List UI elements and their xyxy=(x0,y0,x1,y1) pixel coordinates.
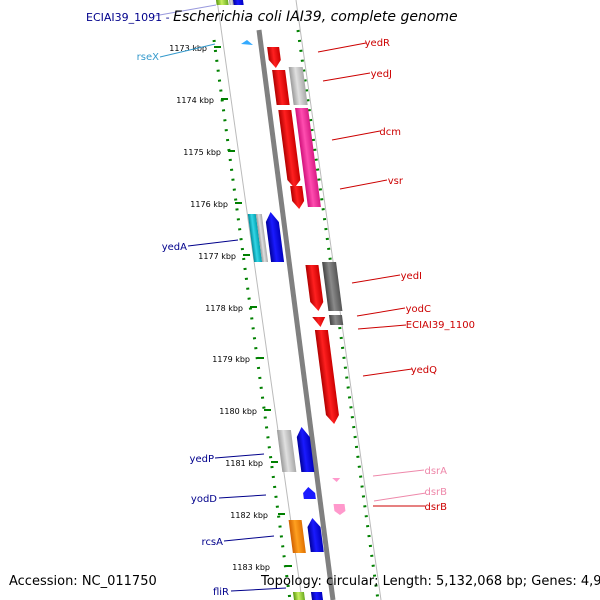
gene-arrow-yedq[interactable] xyxy=(314,330,340,424)
gene-arrow-dsra[interactable] xyxy=(332,478,341,482)
gene-arrow-dcm[interactable] xyxy=(278,110,301,188)
gene-arrow-gray[interactable] xyxy=(276,430,297,472)
gene-arrow-yeda[interactable] xyxy=(265,212,285,262)
genome-title: Escherichia coli IAI39, complete genome xyxy=(173,9,458,25)
map-header: ECIAI39_1091 - Escherichia coli IAI39, c… xyxy=(86,9,458,25)
lane-outline-left xyxy=(216,0,303,600)
gene-label-eciai39-1100[interactable]: ECIAI39_1100 xyxy=(406,320,475,331)
gene-label-yodc[interactable]: yodC xyxy=(406,304,431,315)
genome-summary-text: Topology: circular; Length: 5,132,068 bp… xyxy=(261,574,600,589)
gene-arrow-yedr[interactable] xyxy=(267,47,282,68)
gene-arrow[interactable] xyxy=(233,0,244,5)
gene-arrow-yodc[interactable] xyxy=(322,262,343,311)
gene-label-yodd[interactable]: yodD xyxy=(191,494,217,505)
gene-arrow-gray[interactable] xyxy=(288,67,308,105)
ruler-tick-label: 1178 kbp xyxy=(205,304,243,313)
gene-arrow-yedj[interactable] xyxy=(272,70,290,105)
gene-label-dsrb[interactable]: dsrB xyxy=(424,502,447,513)
gene-label-rcsa[interactable]: rcsA xyxy=(202,537,224,548)
ruler-tick-label: 1182 kbp xyxy=(230,511,268,520)
left-labels: rseX yedA yedP yodD rcsA fliR xyxy=(137,52,229,598)
gene-label-yedp[interactable]: yedP xyxy=(190,454,214,465)
ruler-tick-label: 1174 kbp xyxy=(176,96,214,105)
ruler-tick-label: 1179 kbp xyxy=(212,355,250,364)
gene-label-yedi[interactable]: yedI xyxy=(401,271,422,282)
gene-label-yedj[interactable]: yedJ xyxy=(371,69,392,80)
ruler-ticks: 1173 kbp 1174 kbp 1175 kbp 1176 kbp 1177… xyxy=(169,44,292,572)
gene-arrow-yedp[interactable] xyxy=(296,427,315,472)
gene-arrow-yodd[interactable] xyxy=(302,487,316,499)
gene-arrow-flir[interactable] xyxy=(292,592,305,600)
gene-label-dcm[interactable]: dcm xyxy=(379,127,401,138)
gene-arrow-eciai39-1100[interactable] xyxy=(328,315,344,325)
gene-arrow-gray[interactable] xyxy=(255,214,269,262)
gene-arrow-pink[interactable] xyxy=(295,108,321,207)
accession-text: Accession: NC_011750 xyxy=(9,574,157,589)
ruler-dotted-left xyxy=(212,39,292,600)
ruler-tick-label: 1177 kbp xyxy=(198,252,236,261)
gene-arrow[interactable] xyxy=(216,0,229,5)
gene-arrow-blue[interactable] xyxy=(306,518,324,552)
ruler-tick-label: 1176 kbp xyxy=(190,200,228,209)
gene-label-yedr[interactable]: yedR xyxy=(365,38,390,49)
gene-arrow-cyan[interactable] xyxy=(247,214,263,262)
left-leaders xyxy=(153,4,287,592)
gene-arrow-blue[interactable] xyxy=(310,592,323,600)
gene-label-dsrb-pink[interactable]: dsrB xyxy=(424,487,447,498)
gene-arrow-small[interactable] xyxy=(312,317,326,327)
gene-label-vsr[interactable]: vsr xyxy=(388,176,404,187)
gene-label-yedq[interactable]: yedQ xyxy=(411,365,437,376)
gene-label-rsex[interactable]: rseX xyxy=(137,52,159,63)
gene-arrow-vsr[interactable] xyxy=(290,186,305,209)
right-leaders xyxy=(317,42,427,507)
header-separator: - xyxy=(162,11,174,24)
gene-label-yeda[interactable]: yedA xyxy=(162,242,187,253)
genome-backbone xyxy=(256,29,336,600)
gene-arrow-yedi[interactable] xyxy=(305,265,324,311)
ruler-tick-label: 1180 kbp xyxy=(219,407,257,416)
gene-features xyxy=(216,0,346,600)
ruler-tick-label: 1183 kbp xyxy=(232,563,270,572)
gene-label-flir[interactable]: fliR xyxy=(213,587,229,598)
ruler-tick-label: 1181 kbp xyxy=(225,459,263,468)
gene-label-dsra[interactable]: dsrA xyxy=(424,466,447,477)
header-locus-id[interactable]: ECIAI39_1091 xyxy=(86,11,163,24)
gene-arrow-rsex[interactable] xyxy=(241,40,253,45)
right-labels: yedR yedJ dcm vsr yedI yodC ECIAI39_1100… xyxy=(365,38,475,513)
gene-arrow-dsrb[interactable] xyxy=(333,504,346,515)
ruler-tick-label: 1173 kbp xyxy=(169,44,207,53)
gene-arrow-rcsa[interactable] xyxy=(288,520,306,553)
gene-arrow[interactable] xyxy=(229,0,234,5)
ruler-tick-label: 1175 kbp xyxy=(183,148,221,157)
